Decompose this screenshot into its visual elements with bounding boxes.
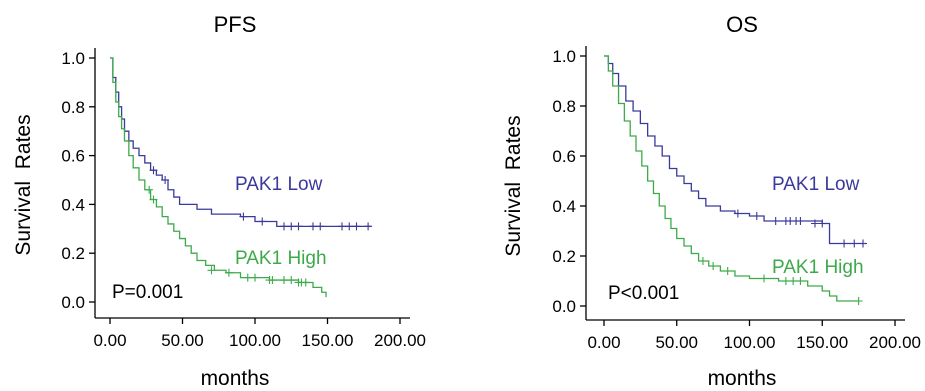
os-p-value: P<0.001 <box>608 283 679 304</box>
os-y-axis-label: Survival Rates <box>502 115 525 256</box>
os-series-low-line <box>604 55 866 245</box>
os-censor-mark <box>771 217 780 225</box>
os-censor-mark <box>698 257 707 265</box>
os-title: OS <box>726 12 758 37</box>
pfs-chart: PFS 0.00 50.00 100.00 150.00 200.00 0.0 0.2 0.4 0… <box>12 12 426 390</box>
os-y-tick-label: 1.0 <box>552 47 576 66</box>
pfs-censor-mark <box>149 195 158 204</box>
pfs-censor-mark <box>161 176 170 184</box>
pfs-censor-mark <box>287 276 296 285</box>
os-y-tick-label: 0.8 <box>552 97 576 116</box>
pfs-y-tick-label: 0.2 <box>61 244 85 263</box>
pfs-legend-high: PAK1 High <box>235 248 327 269</box>
os-censor-mark <box>810 219 819 228</box>
os-censor-mark <box>850 239 859 248</box>
pfs-censor-mark <box>287 222 296 231</box>
pfs-censor-mark <box>316 222 325 231</box>
os-x-tick-label: 50.00 <box>655 333 698 352</box>
pfs-censor-mark <box>268 276 277 285</box>
pfs-y-tick-label: 0.8 <box>61 98 85 117</box>
os-x-tick-label: 150.00 <box>796 333 848 352</box>
os-censor-mark <box>854 297 863 305</box>
pfs-title: PFS <box>214 12 257 37</box>
pfs-y-tick-label: 0.4 <box>61 195 85 214</box>
pfs-series-low-line <box>110 57 371 228</box>
pfs-censor-mark <box>149 166 158 175</box>
os-censor-mark <box>781 277 790 285</box>
pfs-censor-mark <box>345 222 354 231</box>
os-panel: OS 0.00 50.00 100.00 150.00 200.00 0.0 0.2 0.4 0.… <box>462 0 925 391</box>
os-x-tick-label: 200.00 <box>869 333 921 352</box>
os-y-tick-label: 0.2 <box>552 247 576 266</box>
os-chart: OS 0.00 50.00 100.00 150.00 200.00 0.0 0.2 0.4 0.… <box>502 12 921 390</box>
os-censor-mark <box>818 219 827 228</box>
os-censor-mark <box>796 217 805 225</box>
os-x-tick-label: 0.00 <box>587 333 620 352</box>
pfs-y-tick-label: 1.0 <box>61 49 85 68</box>
pfs-censor-mark <box>301 278 310 287</box>
os-censor-mark <box>858 239 867 248</box>
pfs-censor-mark <box>207 266 216 275</box>
pfs-x-tick-label: 200.00 <box>374 331 426 350</box>
os-censor-mark <box>789 277 798 285</box>
os-censor-mark <box>760 274 769 283</box>
os-censor-mark <box>796 277 805 285</box>
pfs-censor-mark <box>258 217 267 226</box>
pfs-censor-mark <box>280 222 288 231</box>
pfs-censor-mark <box>364 222 373 231</box>
os-y-tick-label: 0.4 <box>552 197 576 216</box>
pfs-censor-mark <box>251 273 259 282</box>
pfs-censor-mark <box>294 222 303 231</box>
pfs-censor-mark <box>239 212 248 221</box>
pfs-censor-mark <box>243 273 252 282</box>
os-censor-mark <box>840 239 849 248</box>
pfs-x-tick-label: 100.00 <box>229 331 281 350</box>
os-legend-low: PAK1 Low <box>772 174 860 195</box>
os-censor-mark <box>752 212 761 220</box>
os-y-tick-label: 0.6 <box>552 147 576 166</box>
pfs-y-tick-label: 0.6 <box>61 147 85 166</box>
pfs-panel: PFS 0.00 50.00 100.00 150.00 200.00 0.0 0.2 0.4 0… <box>0 0 460 391</box>
pfs-censor-mark <box>352 222 361 231</box>
pfs-censor-mark <box>309 222 317 231</box>
pfs-p-value: P=0.001 <box>112 282 183 303</box>
pfs-x-tick-label: 150.00 <box>302 331 354 350</box>
os-x-axis-label: months <box>708 367 777 390</box>
pfs-censor-mark <box>338 222 346 231</box>
os-x-tick-label: 100.00 <box>724 333 776 352</box>
pfs-y-tick-label: 0.0 <box>61 293 85 312</box>
pfs-x-axis-label: months <box>201 367 270 390</box>
pfs-x-tick-label: 0.00 <box>93 331 126 350</box>
pfs-y-axis-label: Survival Rates <box>12 114 35 255</box>
os-censor-mark <box>723 267 732 275</box>
pfs-legend-low: PAK1 Low <box>235 174 323 195</box>
pfs-censor-mark <box>145 185 154 194</box>
pfs-censor-mark <box>280 276 288 285</box>
os-censor-mark <box>733 209 742 218</box>
pfs-x-tick-label: 50.00 <box>161 331 204 350</box>
os-legend-high: PAK1 High <box>772 257 864 278</box>
os-censor-mark <box>709 262 718 270</box>
os-y-tick-label: 0.0 <box>552 297 576 316</box>
pfs-censor-mark <box>224 268 233 277</box>
